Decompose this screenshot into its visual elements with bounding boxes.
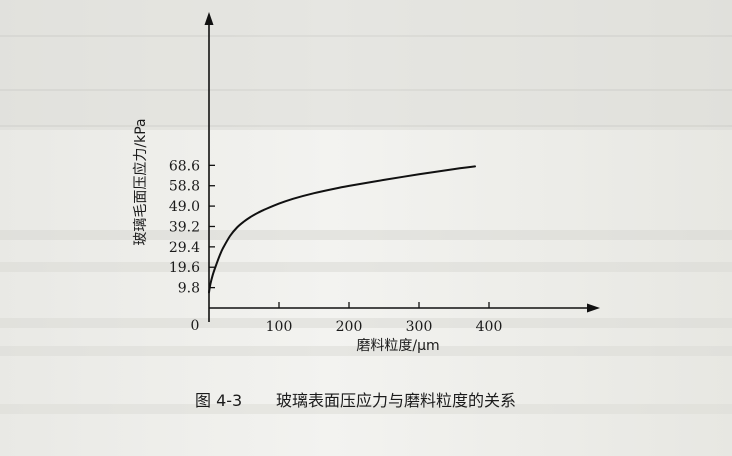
x-tick-label: 0 [191, 318, 200, 334]
y-ticks: 9.8 19.6 29.4 39.2 49.0 58.8 68.6 [169, 158, 215, 297]
x-tick-label: 200 [336, 319, 363, 335]
x-tick-label: 400 [476, 319, 503, 335]
x-ticks: 0 100 200 300 400 [191, 302, 503, 335]
y-tick-label: 29.4 [169, 240, 200, 256]
y-tick-label: 68.6 [169, 158, 200, 174]
faded-text-line [0, 262, 732, 272]
y-axis-arrow [204, 12, 214, 25]
background-page-texture [0, 0, 732, 414]
faded-text-line [0, 346, 732, 356]
x-axis-label: 磨料粒度/μm [356, 338, 439, 354]
y-tick-label: 58.8 [169, 179, 200, 195]
figure-caption-label: 图 4-3 [195, 391, 242, 410]
series-layer [208, 165, 476, 294]
axes [204, 12, 600, 322]
series-line [208, 165, 476, 294]
faded-text-line [0, 318, 732, 328]
y-tick-label: 19.6 [169, 260, 200, 276]
x-tick-label: 300 [406, 319, 433, 335]
y-tick-label: 49.0 [169, 199, 200, 215]
y-axis-label: 玻璃毛面压应力/kPa [132, 118, 149, 245]
x-tick-label: 100 [266, 319, 293, 335]
faded-text-line [0, 230, 732, 240]
faded-table-area [0, 0, 732, 130]
x-axis-arrow [587, 303, 600, 313]
figure-caption-text: 玻璃表面压应力与磨料粒度的关系 [276, 391, 516, 410]
y-tick-label: 39.2 [169, 219, 200, 235]
faded-text-line [0, 404, 732, 414]
y-tick-label: 9.8 [178, 281, 200, 297]
